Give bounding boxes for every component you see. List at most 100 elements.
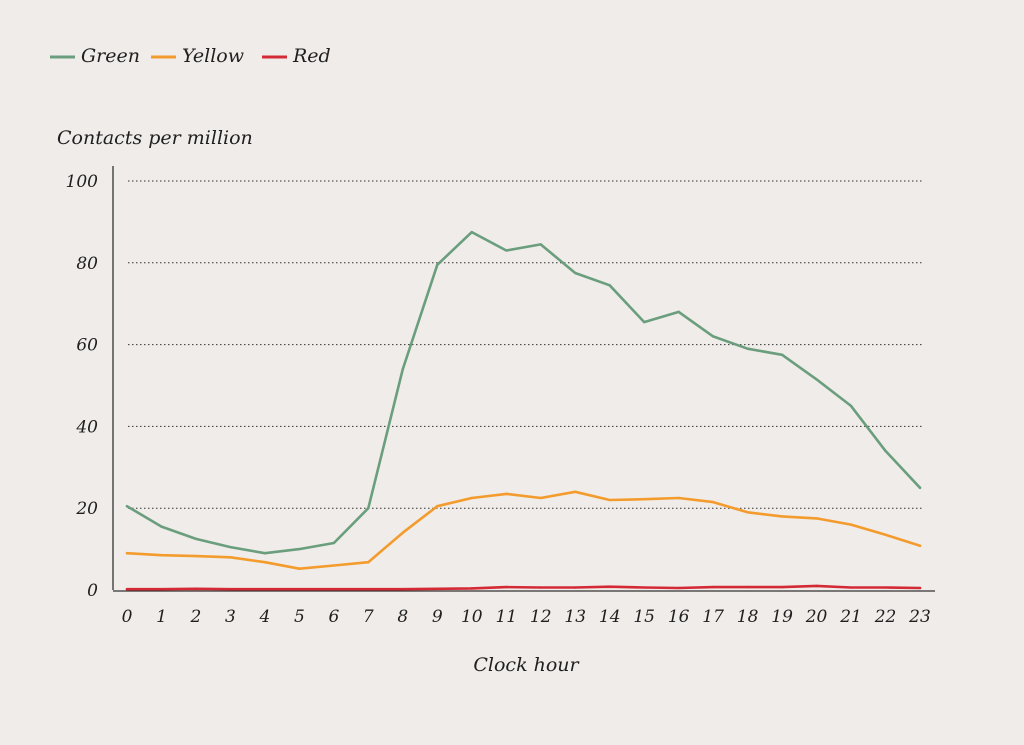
data-point-yellow: [436, 504, 439, 508]
data-point-red: [505, 585, 508, 589]
data-point-red: [229, 587, 232, 591]
data-point-green: [436, 263, 439, 267]
y-axis-title: Contacts per million: [57, 127, 253, 149]
data-point-green: [677, 310, 680, 314]
data-point-red: [470, 587, 473, 590]
x-tick-label: 15: [633, 607, 655, 627]
data-point-red: [677, 586, 680, 590]
data-point-yellow: [470, 496, 473, 500]
data-point-green: [574, 271, 577, 275]
data-point-yellow: [367, 560, 370, 564]
data-point-yellow: [125, 551, 129, 555]
x-tick-label: 8: [397, 607, 408, 627]
data-point-red: [539, 586, 542, 589]
x-tick-label: 0: [122, 607, 133, 627]
x-tick-label: 22: [874, 607, 897, 627]
data-point-yellow: [677, 496, 680, 500]
x-tick-label: 17: [702, 607, 724, 627]
data-point-yellow: [642, 498, 646, 501]
data-point-yellow: [849, 523, 853, 526]
data-point-green: [849, 404, 853, 408]
data-point-red: [918, 586, 922, 590]
data-point-red: [574, 586, 577, 589]
data-point-yellow: [229, 556, 232, 559]
y-tick-label: 80: [76, 254, 98, 274]
x-tick-label: 4: [258, 607, 270, 627]
x-tick-label: 14: [599, 607, 621, 627]
data-point-red: [642, 586, 646, 589]
data-point-red: [815, 584, 818, 588]
data-point-yellow: [746, 511, 749, 514]
data-point-yellow: [608, 498, 611, 502]
y-tick-label: 100: [66, 172, 99, 192]
data-point-green: [711, 335, 715, 338]
data-point-red: [780, 585, 784, 589]
series-line-red: [125, 584, 922, 591]
data-point-yellow: [574, 490, 577, 494]
data-point-green: [746, 347, 749, 350]
x-tick-label: 13: [564, 607, 586, 627]
data-point-green: [401, 367, 405, 371]
data-point-yellow: [332, 564, 336, 567]
data-point-red: [263, 587, 267, 591]
data-point-red: [711, 585, 715, 589]
data-point-yellow: [505, 492, 508, 496]
legend-label-yellow: Yellow: [182, 45, 244, 67]
x-tick-label: 12: [530, 607, 552, 627]
x-tick-label: 9: [432, 607, 443, 627]
data-point-yellow: [918, 544, 922, 548]
data-point-green: [263, 551, 267, 555]
y-tick-label: 0: [87, 581, 98, 601]
data-point-green: [884, 449, 887, 453]
data-point-red: [401, 587, 405, 591]
data-point-green: [539, 243, 542, 246]
data-point-red: [367, 587, 370, 591]
x-tick-label: 6: [328, 607, 339, 627]
data-point-green: [470, 230, 473, 234]
data-point-green: [918, 486, 922, 489]
data-point-yellow: [160, 554, 163, 557]
data-point-red: [332, 587, 336, 591]
x-tick-label: 16: [668, 607, 690, 627]
y-tick-label: 40: [75, 417, 98, 437]
data-point-red: [160, 587, 163, 591]
data-point-green: [332, 541, 336, 545]
data-point-green: [780, 353, 784, 357]
data-point-yellow: [401, 531, 405, 534]
data-point-green: [815, 378, 818, 381]
data-point-yellow: [263, 560, 267, 564]
x-tick-label: 23: [908, 607, 931, 627]
series-line-green: [125, 230, 922, 555]
data-point-green: [194, 537, 198, 541]
data-point-yellow: [780, 515, 784, 518]
x-tick-label: 5: [294, 607, 305, 627]
x-tick-label: 20: [805, 607, 828, 627]
x-tick-label: 19: [771, 607, 793, 627]
x-axis-title: Clock hour: [473, 654, 580, 676]
x-tick-label: 2: [190, 607, 202, 627]
series-line-yellow: [125, 490, 922, 570]
data-point-red: [849, 586, 853, 589]
data-point-green: [608, 284, 611, 287]
x-tick-label: 7: [363, 607, 374, 627]
data-point-yellow: [711, 500, 715, 504]
y-tick-label: 60: [76, 336, 98, 356]
data-point-green: [298, 547, 301, 551]
x-tick-label: 11: [495, 607, 517, 627]
legend-label-green: Green: [81, 45, 140, 67]
data-point-red: [298, 587, 301, 591]
data-point-green: [229, 545, 232, 549]
data-point-red: [125, 587, 129, 591]
data-point-yellow: [194, 554, 198, 558]
x-tick-label: 10: [461, 607, 483, 627]
x-tick-label: 3: [225, 607, 236, 627]
data-point-yellow: [298, 567, 301, 570]
y-tick-label: 20: [75, 499, 98, 519]
data-point-yellow: [815, 517, 818, 520]
x-tick-label: 18: [737, 607, 759, 627]
data-point-yellow: [539, 496, 542, 500]
data-point-red: [436, 587, 439, 590]
data-point-green: [642, 320, 646, 324]
